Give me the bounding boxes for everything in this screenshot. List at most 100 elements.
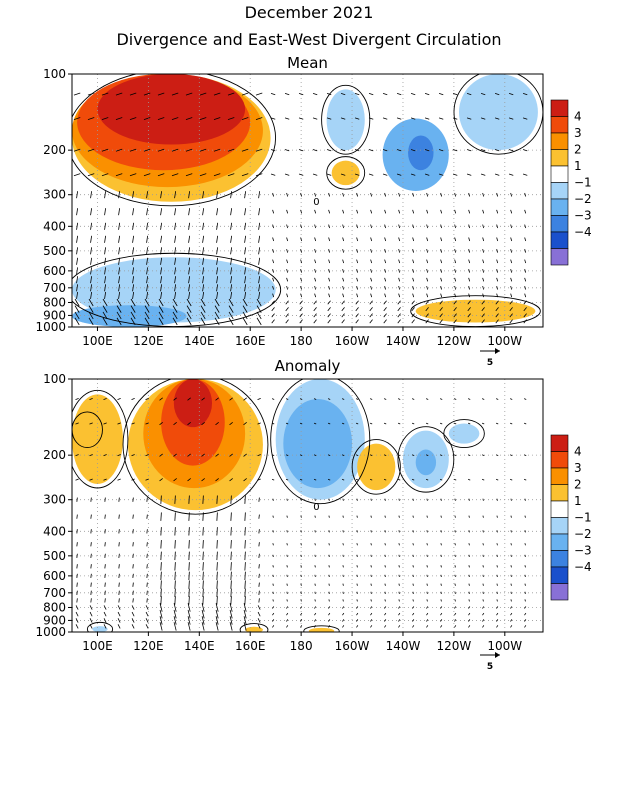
vector-arrow	[159, 622, 163, 631]
vector-arrow	[89, 624, 93, 629]
vector-arrow	[103, 398, 107, 401]
vector-arrow	[187, 421, 191, 426]
vector-arrow	[342, 543, 344, 546]
vector-arrow	[87, 148, 95, 152]
vector-arrow	[370, 269, 373, 273]
vector-arrow	[300, 606, 303, 609]
vector-arrow	[75, 398, 79, 401]
vector-arrow	[454, 606, 457, 609]
vector-arrow	[440, 224, 443, 229]
vector-arrow	[146, 598, 148, 603]
vector-arrow	[452, 92, 458, 96]
vector-arrow	[370, 599, 372, 602]
vector-arrow	[300, 237, 303, 242]
vector-arrow	[382, 117, 388, 120]
vector-arrow	[370, 554, 372, 557]
vector-arrow	[188, 267, 191, 275]
vector-arrow	[131, 478, 135, 481]
vector-arrow	[284, 173, 290, 176]
vector-arrow	[186, 317, 192, 326]
vector-arrow	[482, 285, 485, 290]
vector-arrow	[412, 277, 415, 282]
vector-arrow	[328, 224, 331, 229]
vector-arrow	[186, 311, 192, 320]
vector-arrow	[522, 173, 528, 176]
vector-arrow	[342, 192, 345, 197]
vector-arrow	[412, 293, 415, 298]
vector-arrow	[439, 454, 443, 456]
vector-arrow	[440, 269, 443, 273]
vector-arrow	[426, 224, 429, 229]
vector-arrow	[328, 599, 330, 602]
vector-arrow	[314, 591, 316, 594]
vector-arrow	[355, 319, 359, 324]
y-tick-label: 800	[43, 295, 66, 309]
vector-arrow	[426, 259, 429, 264]
vector-arrow	[216, 596, 218, 605]
vector-arrow	[412, 237, 415, 242]
vector-arrow	[159, 616, 163, 625]
vector-arrow	[398, 583, 400, 586]
vector-arrow	[356, 612, 359, 616]
vector-arrow	[342, 237, 345, 242]
vector-arrow	[146, 514, 148, 519]
vector-arrow	[118, 590, 120, 595]
vector-arrow	[244, 291, 247, 299]
vector-arrow	[199, 173, 207, 177]
vector-arrow	[216, 276, 219, 284]
vector-arrow	[509, 398, 513, 400]
vector-arrow	[440, 583, 442, 586]
vector-arrow	[272, 224, 275, 229]
vector-arrow	[76, 553, 78, 558]
vector-arrow	[481, 478, 485, 481]
vector-arrow	[160, 571, 162, 581]
vector-arrow	[300, 209, 303, 214]
divergence-shading	[72, 379, 480, 632]
vector-arrow	[271, 454, 275, 456]
vector-arrow	[370, 224, 373, 229]
vector-arrow	[104, 267, 107, 275]
vector-arrow	[118, 553, 120, 558]
vector-arrow	[89, 618, 93, 623]
vector-arrow	[244, 571, 246, 581]
vector-arrow	[188, 571, 190, 581]
vector-arrow	[467, 478, 471, 481]
vector-arrow	[426, 530, 428, 533]
vector-arrow	[327, 307, 331, 312]
vector-arrow	[146, 222, 149, 230]
vector-arrow	[258, 598, 260, 603]
vector-arrow	[216, 512, 218, 521]
vector-arrow	[510, 285, 513, 290]
vector-arrow	[271, 422, 275, 425]
vector-arrow	[174, 257, 177, 265]
y-tick-label: 700	[43, 586, 66, 600]
vector-arrow	[101, 148, 109, 152]
vector-arrow	[370, 574, 372, 578]
vector-arrow	[467, 398, 471, 400]
vector-arrow	[383, 307, 387, 312]
vector-arrow	[118, 235, 121, 243]
vector-arrow	[216, 284, 219, 292]
vector-arrow	[88, 317, 94, 326]
vector-arrow	[230, 276, 233, 284]
vector-arrow	[398, 530, 400, 533]
vector-arrow	[466, 117, 472, 120]
vector-arrow	[173, 603, 177, 612]
vector-arrow	[411, 300, 415, 305]
vector-arrow	[145, 618, 149, 623]
vector-arrow	[172, 298, 178, 307]
vector-arrow	[439, 478, 443, 481]
vector-arrow	[272, 498, 274, 501]
vector-arrow	[328, 583, 330, 586]
vector-arrow	[440, 209, 443, 214]
vector-arrow	[157, 117, 165, 120]
vector-arrow	[285, 313, 289, 318]
vector-arrow	[328, 612, 331, 616]
vector-arrow	[328, 530, 330, 533]
vector-arrow	[454, 599, 456, 602]
vector-arrow	[104, 276, 107, 284]
vector-arrow	[523, 300, 527, 305]
vector-arrow	[242, 317, 248, 326]
vector-arrow	[439, 307, 443, 312]
vector-arrow	[480, 92, 486, 96]
